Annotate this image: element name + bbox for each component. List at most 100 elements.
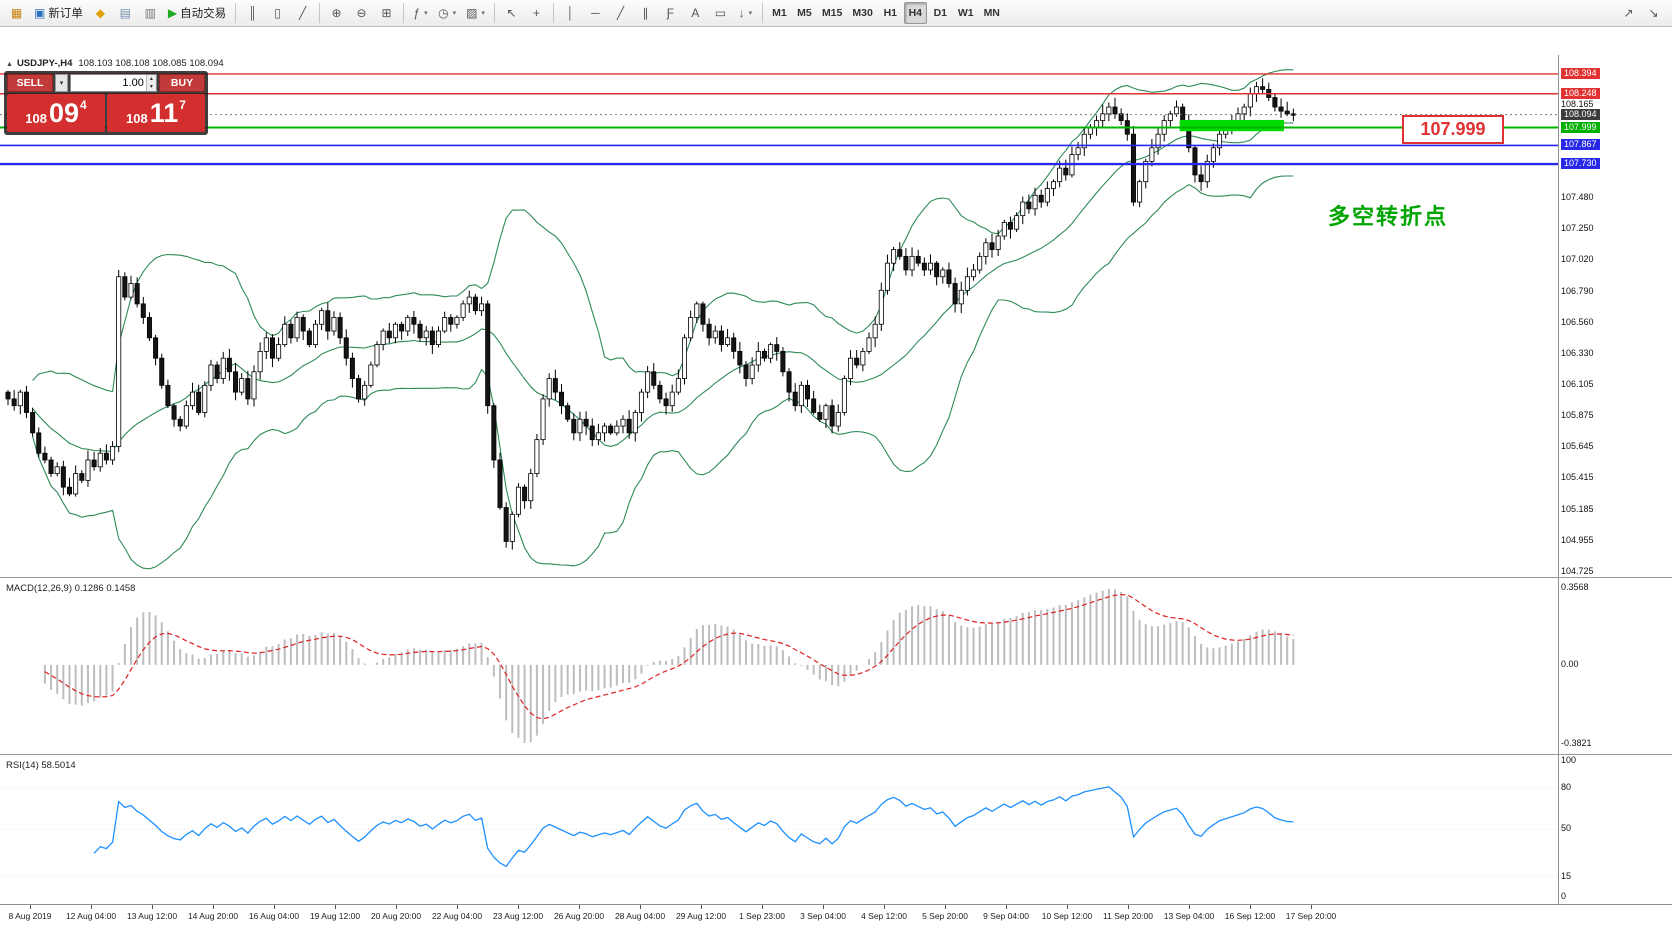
dropdown-arrow-icon: ▾ xyxy=(481,10,485,17)
tf-mn-button-label: MN xyxy=(983,7,1000,19)
new-order-icon: ▣ xyxy=(34,6,46,20)
periods-icon: ◷ xyxy=(438,6,449,20)
tf-m15-button-label: M15 xyxy=(821,7,843,19)
time-tick xyxy=(579,905,580,909)
vertical-line-button[interactable]: │ xyxy=(559,2,582,24)
data-window-button[interactable]: ▤ xyxy=(114,2,137,24)
tf-mn-button[interactable]: MN xyxy=(980,2,1004,24)
buy-price-point: 7 xyxy=(179,98,186,112)
candlestick-chart-icon: ▯ xyxy=(274,6,281,20)
tf-m15-button[interactable]: M15 xyxy=(818,2,846,24)
buy-button[interactable]: BUY xyxy=(159,74,205,92)
rsi-panel[interactable] xyxy=(0,755,1558,904)
rsi-indicator-label: RSI(14) 58.5014 xyxy=(6,760,76,771)
line-chart-button[interactable]: ╱ xyxy=(291,2,314,24)
time-tick xyxy=(396,905,397,909)
market-watch-button[interactable]: ◆ xyxy=(89,2,112,24)
main-chart[interactable] xyxy=(0,55,1558,577)
tf-m1-button[interactable]: M1 xyxy=(768,2,791,24)
text-icon: A xyxy=(691,6,700,20)
time-axis-label: 11 Sep 20:00 xyxy=(1103,911,1153,921)
time-axis-label: 3 Sep 04:00 xyxy=(800,911,846,921)
collapse-icon[interactable]: ▲ xyxy=(6,61,13,68)
draw-arrow-up-button[interactable]: ↗ xyxy=(1617,2,1640,24)
time-tick xyxy=(884,905,885,909)
volume-up-button[interactable]: ▴ xyxy=(149,76,153,82)
zoom-out-icon: ⊖ xyxy=(356,6,367,20)
tf-m30-button[interactable]: M30 xyxy=(848,2,876,24)
tf-h4-button[interactable]: H4 xyxy=(903,2,927,24)
indicators-button[interactable]: ƒ ▾ xyxy=(409,2,432,24)
cursor-button[interactable]: ↖ xyxy=(500,2,523,24)
toolbar-separator xyxy=(552,3,554,23)
buy-price-display[interactable]: 108 11 7 xyxy=(107,94,205,132)
zoom-out-button[interactable]: ⊖ xyxy=(350,2,373,24)
tf-m5-button[interactable]: M5 xyxy=(793,2,816,24)
toolbar-groups: ▦ ▣ 新订单 ◆ ▤ ▥ ▶ 自动交易 ║ ▯ ╱ ⊕ ⊖ ⊞ ƒ ▾ ◷ ▾ ▨ ▾ ↖ + │ ─ ╱ ∥ Ƒ A ▭ ↓ ▾ M1 M5… xyxy=(4,0,1005,26)
order-options-dropdown[interactable]: ▾ xyxy=(55,74,68,92)
vertical-line-icon: │ xyxy=(566,6,575,20)
zoom-in-button[interactable]: ⊕ xyxy=(325,2,348,24)
time-tick xyxy=(30,905,31,909)
time-tick xyxy=(1189,905,1190,909)
time-tick xyxy=(701,905,702,909)
panel-splitter[interactable] xyxy=(0,754,1672,755)
fibonacci-icon: Ƒ xyxy=(666,6,675,20)
price-tick-label: 106.560 xyxy=(1561,316,1594,327)
time-axis-label: 8 Aug 2019 xyxy=(8,911,52,921)
sell-button[interactable]: SELL xyxy=(7,74,53,92)
price-axis[interactable]: 108.394 108.248 108.165 108.094 107.999 107.8… xyxy=(1558,55,1672,904)
tile-windows-button[interactable]: ⊞ xyxy=(375,2,398,24)
volume-input[interactable] xyxy=(71,75,146,91)
time-axis[interactable]: 8 Aug 2019 12 Aug 04:00 13 Aug 12:00 14 Aug… xyxy=(0,904,1672,925)
horizontal-line-button[interactable]: ─ xyxy=(584,2,607,24)
annotation-text[interactable]: 多空转折点 xyxy=(1328,204,1449,229)
volume-down-button[interactable]: ▾ xyxy=(149,84,153,90)
panel-splitter[interactable] xyxy=(0,577,1672,578)
arrows-button[interactable]: ↓ ▾ xyxy=(734,2,757,24)
tile-windows-icon: ⊞ xyxy=(381,6,392,20)
rsi-axis-label: 0 xyxy=(1561,891,1567,901)
dropdown-arrow-icon: ▾ xyxy=(748,10,753,17)
tf-w1-button[interactable]: W1 xyxy=(954,2,978,24)
time-axis-label: 22 Aug 04:00 xyxy=(431,911,483,921)
rsi-axis-label: 50 xyxy=(1561,823,1572,833)
sell-price-display[interactable]: 108 09 4 xyxy=(7,94,105,132)
tf-m1-button-label: M1 xyxy=(772,7,787,19)
navigator-button[interactable]: ▥ xyxy=(139,2,162,24)
periods-button[interactable]: ◷ ▾ xyxy=(434,2,460,24)
channel-button[interactable]: ∥ xyxy=(634,2,657,24)
text-button[interactable]: A xyxy=(684,2,707,24)
time-axis-label: 13 Aug 12:00 xyxy=(126,911,178,921)
crosshair-icon: + xyxy=(532,6,540,20)
level-price-label: 108.394 xyxy=(1561,67,1600,79)
price-tick-label: 106.330 xyxy=(1561,348,1594,359)
macd-panel[interactable] xyxy=(0,578,1558,754)
price-tick-label: 104.725 xyxy=(1561,566,1594,576)
time-axis-label: 9 Sep 04:00 xyxy=(983,911,1029,921)
label-button[interactable]: ▭ xyxy=(709,2,732,24)
bar-chart-icon: ║ xyxy=(248,6,257,20)
templates-button[interactable]: ▨ ▾ xyxy=(462,2,489,24)
trendline-button[interactable]: ╱ xyxy=(609,2,632,24)
macd-axis-label: 0.00 xyxy=(1561,658,1579,669)
tf-h4-button-label: H4 xyxy=(908,7,923,19)
tf-h1-button[interactable]: H1 xyxy=(879,2,902,24)
price-callout-label[interactable]: 107.999 xyxy=(1402,115,1504,144)
toolbar-separator xyxy=(403,3,405,23)
label-icon: ▭ xyxy=(714,6,727,20)
new-order-button[interactable]: ▣ 新订单 xyxy=(30,2,87,24)
auto-trading-button[interactable]: ▶ 自动交易 xyxy=(164,2,230,24)
bar-chart-button[interactable]: ║ xyxy=(241,2,264,24)
draw-arrow-down-icon: ↘ xyxy=(1648,6,1659,20)
auto-trading-icon: ▶ xyxy=(167,6,178,20)
tf-d1-button[interactable]: D1 xyxy=(929,2,952,24)
crosshair-button[interactable]: + xyxy=(525,2,548,24)
fibonacci-button[interactable]: Ƒ xyxy=(659,2,682,24)
macd-axis-label: 0.3568 xyxy=(1561,582,1589,592)
candlestick-chart-button[interactable]: ▯ xyxy=(266,2,289,24)
macd-indicator-label: MACD(12,26,9) 0.1286 0.1458 xyxy=(6,583,136,594)
time-axis-label: 16 Sep 12:00 xyxy=(1224,911,1276,921)
draw-arrow-down-button[interactable]: ↘ xyxy=(1642,2,1665,24)
new-chart-button[interactable]: ▦ xyxy=(5,2,28,24)
